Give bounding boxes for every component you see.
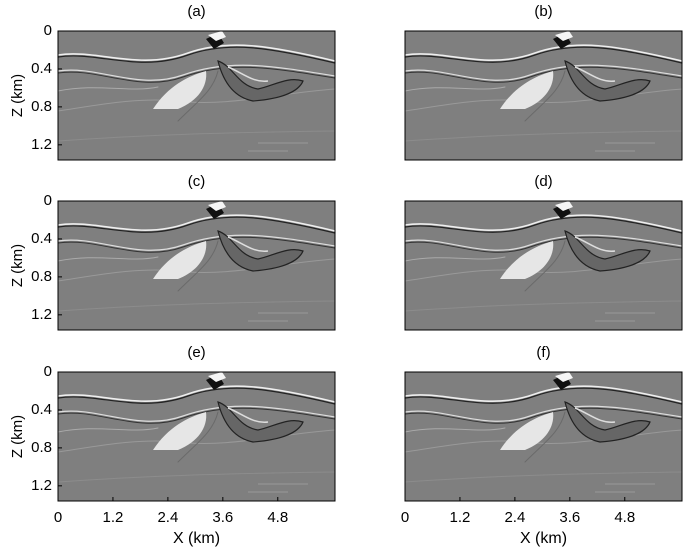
y-axis-label: Z (km) bbox=[9, 415, 26, 458]
seismic-image bbox=[404, 200, 683, 331]
seismic-image bbox=[404, 371, 683, 502]
panel-frame bbox=[57, 371, 336, 502]
panel-title: (f) bbox=[536, 344, 550, 361]
panel-frame bbox=[404, 371, 683, 502]
x-tick-label: 2.4 bbox=[157, 509, 178, 526]
y-tick-label: 0 bbox=[44, 192, 52, 209]
y-tick-label: 0 bbox=[44, 363, 52, 380]
panel-title: (d) bbox=[534, 173, 552, 190]
panel-title: (a) bbox=[187, 3, 205, 20]
y-tick-label: 1.2 bbox=[31, 306, 52, 323]
x-tick-label: 2.4 bbox=[504, 509, 525, 526]
y-tick-label: 0.8 bbox=[31, 268, 52, 285]
y-axis-label: Z (km) bbox=[9, 244, 26, 287]
x-axis-label: X (km) bbox=[173, 530, 220, 547]
panel-frame bbox=[404, 200, 683, 331]
x-tick-label: 4.8 bbox=[267, 509, 288, 526]
y-tick-label: 0 bbox=[44, 22, 52, 39]
y-tick-label: 0.4 bbox=[31, 230, 52, 247]
panel-title: (b) bbox=[534, 3, 552, 20]
x-tick-label: 1.2 bbox=[103, 509, 124, 526]
seismic-image bbox=[404, 30, 683, 161]
y-tick-label: 0.4 bbox=[31, 60, 52, 77]
panel-frame bbox=[57, 30, 336, 161]
seismic-image bbox=[57, 200, 336, 331]
y-tick-label: 0.4 bbox=[31, 401, 52, 418]
y-axis-label: Z (km) bbox=[9, 74, 26, 117]
y-tick-label: 0.8 bbox=[31, 439, 52, 456]
y-tick-label: 1.2 bbox=[31, 477, 52, 494]
x-tick-label: 3.6 bbox=[559, 509, 580, 526]
panel-frame bbox=[57, 200, 336, 331]
seismic-image bbox=[57, 371, 336, 502]
x-axis-label: X (km) bbox=[520, 530, 567, 547]
y-tick-label: 1.2 bbox=[31, 136, 52, 153]
seismic-image bbox=[57, 30, 336, 161]
y-tick-label: 0.8 bbox=[31, 98, 52, 115]
x-tick-label: 3.6 bbox=[212, 509, 233, 526]
panel-title: (e) bbox=[187, 344, 205, 361]
x-tick-label: 0 bbox=[54, 509, 62, 526]
panel-frame bbox=[404, 30, 683, 161]
panel-title: (c) bbox=[188, 173, 206, 190]
x-tick-label: 4.8 bbox=[614, 509, 635, 526]
x-tick-label: 1.2 bbox=[450, 509, 471, 526]
x-tick-label: 0 bbox=[401, 509, 409, 526]
